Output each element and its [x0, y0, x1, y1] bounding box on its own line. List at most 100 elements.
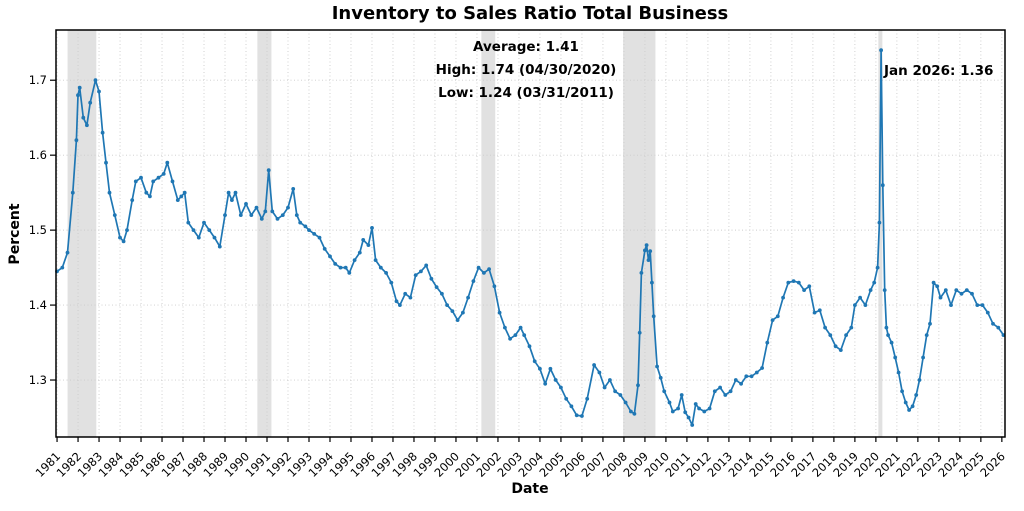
series-marker — [602, 385, 607, 390]
series-marker — [226, 190, 231, 195]
series-marker — [97, 89, 101, 94]
series-marker — [394, 299, 399, 304]
series-marker — [802, 288, 806, 292]
series-marker — [679, 393, 684, 397]
series-marker — [357, 250, 362, 255]
series-marker — [585, 396, 590, 401]
series-marker — [853, 303, 857, 307]
series-marker — [233, 190, 238, 195]
series-marker — [65, 250, 70, 255]
series-marker — [403, 291, 408, 296]
series-marker — [924, 333, 929, 337]
series-marker — [121, 239, 126, 244]
series-marker — [770, 318, 775, 322]
series-marker — [370, 226, 374, 230]
series-marker — [532, 359, 537, 364]
series-marker — [100, 130, 105, 135]
series-marker — [518, 325, 523, 330]
series-marker — [440, 291, 444, 296]
series-marker — [718, 385, 722, 390]
series-marker — [298, 220, 303, 225]
stats-annotation: Average: 1.41 High: 1.74 (04/30/2020) Lo… — [376, 36, 676, 105]
series-marker — [527, 344, 532, 349]
series-marker — [207, 228, 212, 233]
series-marker — [921, 355, 925, 360]
series-marker — [877, 220, 882, 225]
series-marker — [328, 254, 332, 259]
series-marker — [564, 396, 569, 401]
series-marker — [352, 258, 357, 262]
plot-frame — [55, 29, 1006, 438]
recession-band — [67, 30, 97, 437]
series-marker — [81, 115, 86, 120]
series-marker — [263, 209, 268, 214]
series-marker — [238, 213, 243, 218]
series-marker — [312, 232, 317, 236]
series-marker — [182, 190, 187, 195]
series-marker — [613, 389, 617, 394]
recession-band — [481, 30, 496, 437]
series-marker — [538, 366, 542, 371]
series-marker — [361, 238, 366, 242]
series-marker — [875, 265, 880, 270]
series-marker — [429, 276, 434, 281]
series-marker — [130, 198, 135, 203]
series-marker — [266, 168, 271, 173]
series-marker — [943, 288, 948, 292]
series-marker — [259, 217, 264, 221]
series-marker — [88, 100, 93, 105]
series-marker — [230, 198, 234, 203]
series-marker — [112, 213, 117, 218]
series-marker — [886, 333, 890, 337]
series-marker — [244, 202, 248, 206]
series-marker — [76, 93, 80, 98]
series-marker — [161, 172, 166, 176]
series-marker — [646, 258, 651, 262]
series-marker — [548, 366, 553, 371]
series-marker — [503, 325, 507, 330]
series-marker — [151, 179, 156, 184]
series-marker — [954, 288, 959, 292]
series-marker — [333, 262, 338, 266]
series-marker — [476, 265, 481, 270]
series-marker — [728, 389, 733, 394]
series-marker — [858, 295, 862, 300]
series-marker — [712, 389, 717, 394]
series-marker — [849, 325, 854, 330]
series-marker — [980, 303, 985, 307]
series-marker — [280, 213, 285, 218]
series-marker — [786, 280, 791, 285]
series-marker — [670, 409, 675, 414]
series-marker — [744, 374, 749, 379]
series-marker — [202, 220, 206, 225]
series-marker — [781, 295, 785, 300]
series-marker — [996, 325, 1001, 330]
series-marker — [165, 160, 170, 165]
stats-high: High: 1.74 (04/30/2020) — [435, 62, 617, 78]
recession-band — [878, 30, 883, 437]
series-marker — [648, 249, 653, 254]
series-marker — [637, 330, 642, 335]
series-marker — [270, 209, 275, 214]
series-marker — [413, 273, 418, 277]
series-marker — [914, 393, 919, 397]
series-marker — [917, 378, 922, 382]
series-marker — [553, 378, 558, 382]
series-marker — [639, 271, 644, 275]
y-tick-label: 1.6 — [29, 148, 47, 162]
series-marker — [964, 288, 969, 292]
series-marker — [662, 389, 667, 394]
series-marker — [574, 413, 579, 418]
series-marker — [863, 303, 868, 307]
series-marker — [482, 271, 486, 275]
series-marker — [910, 404, 915, 409]
series-marker — [697, 406, 701, 411]
series-marker — [144, 190, 149, 195]
series-marker — [466, 295, 470, 300]
series-marker — [104, 160, 108, 165]
series-marker — [959, 291, 964, 296]
series-marker — [928, 321, 932, 326]
series-marker — [985, 310, 990, 315]
series-marker — [655, 364, 659, 369]
series-marker — [723, 393, 728, 397]
